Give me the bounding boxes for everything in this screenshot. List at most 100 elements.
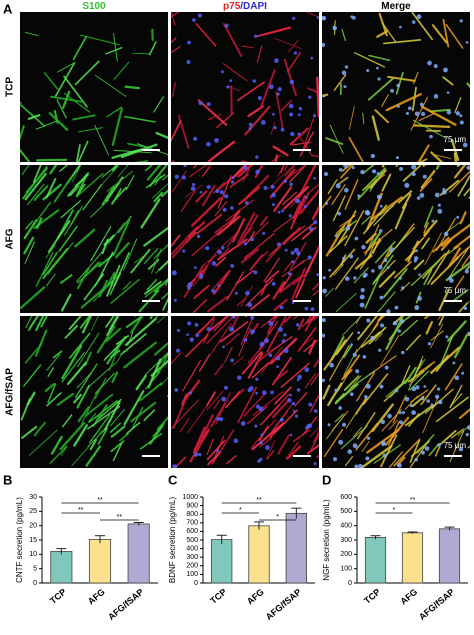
fiber xyxy=(201,165,212,177)
fiber xyxy=(432,236,450,253)
fiber xyxy=(292,428,311,443)
nucleus xyxy=(411,386,417,392)
nucleus xyxy=(199,190,203,194)
fiber xyxy=(111,148,143,159)
nucleus xyxy=(216,417,220,421)
nucleus xyxy=(378,229,383,233)
nucleus xyxy=(230,206,234,210)
fiber xyxy=(110,425,126,438)
fiber xyxy=(459,211,467,225)
fiber xyxy=(419,178,433,192)
fiber xyxy=(237,386,258,424)
nucleus xyxy=(234,291,238,295)
fiber xyxy=(238,186,260,206)
nucleus xyxy=(359,302,365,308)
nucleus xyxy=(253,270,258,275)
fiber xyxy=(279,272,293,292)
fiber xyxy=(280,100,292,112)
fiber xyxy=(158,260,168,271)
nucleus xyxy=(296,251,301,256)
fiber xyxy=(59,165,69,172)
fiber xyxy=(54,62,75,98)
nucleus xyxy=(394,389,399,393)
error-bar xyxy=(444,526,455,531)
fiber xyxy=(284,165,288,171)
nucleus xyxy=(322,94,326,98)
nucleus xyxy=(287,398,292,403)
fiber xyxy=(341,165,352,172)
nucleus xyxy=(230,264,235,268)
nucleus xyxy=(429,134,433,139)
fiber xyxy=(125,316,142,329)
fiber xyxy=(74,363,98,398)
fiber xyxy=(145,371,161,390)
fiber xyxy=(94,74,127,97)
nucleus xyxy=(214,138,219,143)
nucleus xyxy=(350,343,353,346)
fiber xyxy=(247,231,255,243)
fiber xyxy=(189,429,210,463)
fiber xyxy=(360,331,381,348)
nucleus xyxy=(390,88,394,93)
nucleus xyxy=(274,58,279,63)
fiber xyxy=(356,372,376,402)
x-tick-label: AFG/fSAP xyxy=(264,587,303,622)
fiber xyxy=(430,151,444,162)
fiber xyxy=(207,113,222,121)
fiber xyxy=(195,190,208,203)
fiber xyxy=(184,184,203,198)
nucleus xyxy=(380,419,386,425)
nucleus xyxy=(240,421,246,426)
nucleus xyxy=(313,409,318,413)
fiber xyxy=(448,170,470,193)
nucleus xyxy=(322,288,328,294)
fiber xyxy=(273,401,294,431)
nucleus xyxy=(362,354,367,359)
fiber xyxy=(156,416,168,431)
nucleus xyxy=(250,237,254,242)
nucleus xyxy=(289,393,292,397)
column-header: Merge xyxy=(381,1,411,12)
fiber xyxy=(58,225,78,252)
bar xyxy=(285,512,308,584)
fiber xyxy=(235,269,254,285)
fiber xyxy=(213,269,231,295)
nucleus xyxy=(192,18,196,22)
fiber xyxy=(156,165,162,170)
nucleus xyxy=(379,295,384,300)
y-tick-label: 0 xyxy=(348,580,352,587)
fiber xyxy=(412,72,419,84)
fiber xyxy=(107,222,125,245)
fiber xyxy=(219,247,230,258)
nucleus xyxy=(427,342,432,346)
micrograph xyxy=(322,165,470,313)
fiber xyxy=(275,91,284,129)
fiber xyxy=(260,346,283,374)
nucleus xyxy=(283,333,287,337)
fiber xyxy=(112,165,119,172)
fiber xyxy=(212,429,235,464)
nucleus xyxy=(427,60,432,66)
nucleus xyxy=(289,79,295,85)
nucleus xyxy=(258,406,264,412)
fiber xyxy=(311,204,319,220)
row-label: AFG xyxy=(5,228,16,249)
fiber xyxy=(83,273,105,301)
nucleus xyxy=(248,122,253,127)
fiber xyxy=(56,392,74,406)
nucleus xyxy=(384,258,388,262)
nucleus xyxy=(433,64,438,69)
fiber xyxy=(335,293,357,313)
nucleus xyxy=(224,23,229,28)
micrograph xyxy=(171,12,319,162)
fiber xyxy=(187,221,206,238)
fiber xyxy=(21,165,30,175)
error-bar xyxy=(370,535,381,540)
nucleus xyxy=(397,329,401,333)
fiber xyxy=(263,257,280,283)
fiber xyxy=(90,226,112,262)
fiber xyxy=(283,261,293,272)
fiber xyxy=(408,363,432,386)
fiber xyxy=(348,136,364,162)
fiber xyxy=(108,348,119,371)
